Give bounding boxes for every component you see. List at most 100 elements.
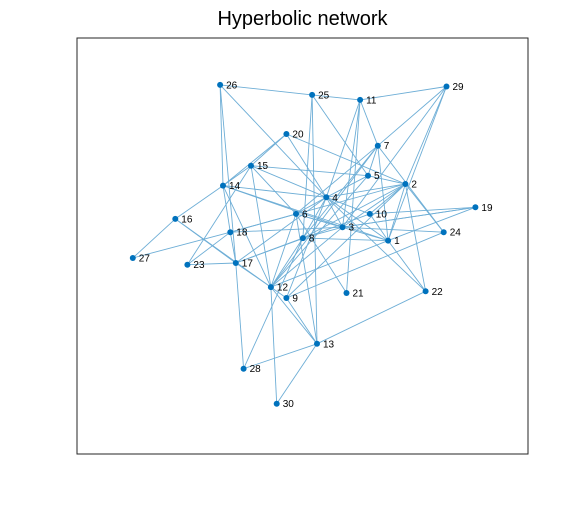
edge-4-6 [295,196,327,215]
node-11 [357,96,364,103]
node-21 [343,290,350,296]
edge-11-21 [346,99,361,294]
node-14 [220,182,226,189]
node-17 [232,260,239,266]
node-22 [422,288,429,295]
edge-11-29 [360,86,447,101]
edge-26-4 [219,84,327,198]
nodes-layer [129,81,479,407]
node-15 [248,162,254,169]
node-label-13: 13 [323,339,335,350]
edge-13-22 [316,290,426,345]
edge-5-12 [270,175,369,288]
edge-2-10 [369,183,406,215]
edge-26-17 [219,84,237,264]
edge-9-24 [286,231,444,299]
node-6 [293,210,299,217]
edge-10-19 [369,206,476,215]
node-label-8: 8 [309,234,315,245]
edge-1-22 [387,240,426,292]
node-label-2: 2 [411,180,417,191]
edge-8-12 [270,237,304,288]
node-13 [314,340,320,347]
edge-15-23 [187,165,252,265]
edge-6-12 [270,213,297,288]
edge-18-17 [229,232,237,264]
node-16 [172,215,179,222]
edge-4-10 [326,196,370,215]
node-label-25: 25 [318,90,330,101]
edge-7-1 [377,145,389,241]
edge-13-28 [243,343,318,370]
edge-12-13 [270,286,318,345]
edge-7-8 [302,145,379,239]
node-2 [402,181,409,187]
edge-5-2 [367,175,406,185]
edge-13-30 [276,343,318,404]
edge-11-4 [325,99,361,198]
edge-2-24 [405,183,445,233]
node-label-12: 12 [277,283,289,294]
edge-9-13 [286,297,318,345]
edge-6-21 [295,213,347,294]
edge-7-5 [367,145,379,176]
node-label-19: 19 [481,203,493,214]
node-7 [374,142,381,149]
edge-20-14 [222,133,287,186]
node-29 [443,83,450,90]
edge-14-1 [222,185,389,242]
node-23 [184,261,191,268]
node-label-3: 3 [349,223,355,234]
node-label-17: 17 [242,259,254,270]
edge-1-19 [387,206,476,242]
edge-12-9 [270,286,287,299]
edge-14-4 [222,185,327,198]
edge-29-2 [404,86,447,185]
node-label-18: 18 [236,228,248,239]
edge-15-6 [250,165,297,215]
edge-17-12 [235,262,272,288]
edge-14-18 [222,185,231,233]
edges-layer [132,84,476,404]
edge-15-12 [250,165,272,288]
edge-7-6 [295,145,379,215]
edge-20-2 [286,133,406,185]
edge-26-25 [220,84,313,96]
node-24 [440,229,447,236]
edge-12-3 [270,226,343,288]
node-label-20: 20 [292,130,304,141]
edge-6-18 [230,213,297,233]
node-label-11: 11 [366,95,377,106]
edge-29-7 [377,86,447,147]
edge-5-4 [326,175,369,198]
edge-17-28 [235,262,245,369]
edge-2-22 [404,183,427,292]
node-label-29: 29 [453,82,465,93]
edge-11-7 [359,99,379,146]
node-8 [299,235,306,242]
node-19 [472,204,479,211]
edge-1-12 [270,240,389,288]
edge-16-27 [132,218,176,259]
node-label-10: 10 [376,209,388,220]
edge-6-13 [295,213,318,344]
node-label-15: 15 [257,161,269,172]
edge-15-5 [250,165,369,177]
node-label-1: 1 [394,236,400,247]
edge-4-9 [285,197,327,299]
node-28 [240,365,247,372]
node-label-28: 28 [250,364,262,375]
edge-8-28 [243,237,304,369]
node-label-26: 26 [226,80,238,91]
edge-14-12 [222,185,272,288]
edge-17-23 [187,262,236,266]
node-label-5: 5 [374,171,380,182]
node-30 [273,400,280,407]
node-9 [283,295,290,301]
node-20 [283,131,290,137]
node-1 [385,237,392,244]
node-label-6: 6 [302,209,308,220]
node-label-7: 7 [384,141,390,152]
